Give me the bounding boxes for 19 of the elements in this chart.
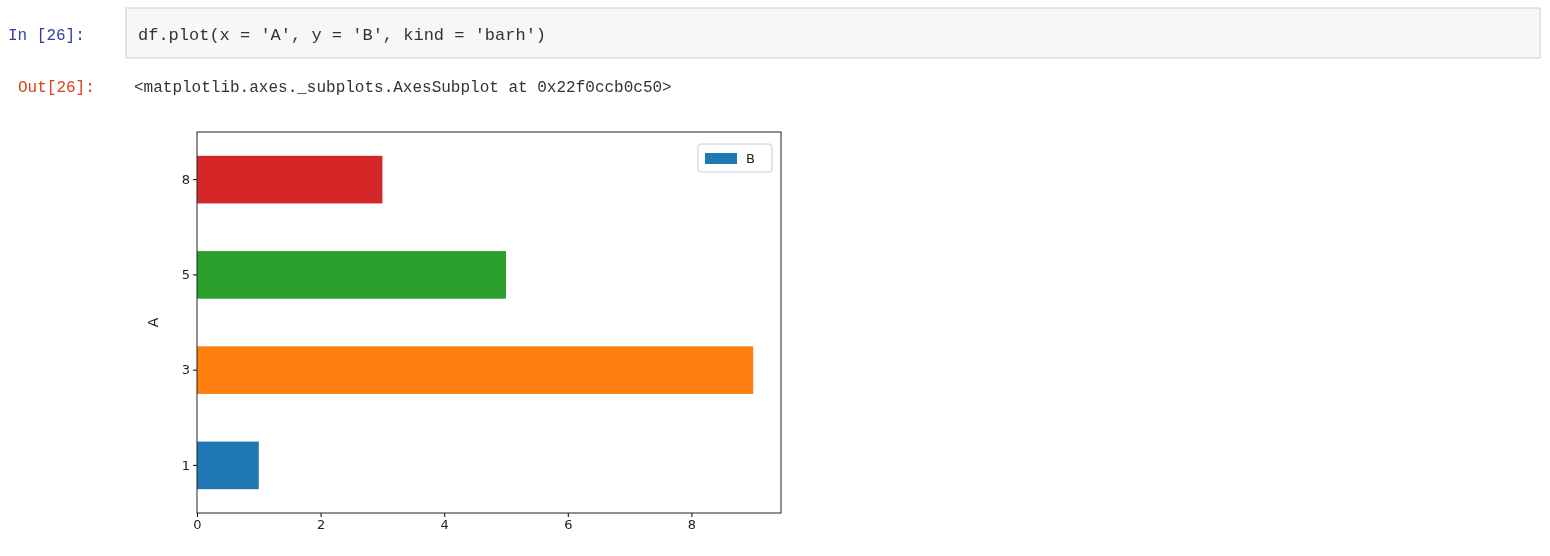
text: Out[26]:	[18, 79, 95, 97]
text: In [26]:	[8, 27, 85, 45]
x-tick-label: 2	[316, 517, 326, 533]
bar	[197, 251, 506, 299]
y-tick-label: 3	[181, 362, 190, 378]
bar	[197, 346, 754, 394]
y-tick-label: 1	[181, 457, 190, 473]
x-tick-label: 0	[193, 517, 202, 533]
legend-label: B	[746, 151, 755, 166]
bar	[197, 155, 383, 204]
y-axis-title: A	[145, 317, 161, 328]
x-tick-label: 4	[440, 517, 449, 533]
text: df.plot(x = 'A', y = 'B', kind = 'barh')	[138, 26, 547, 45]
x-tick-label: 6	[564, 517, 573, 533]
x-tick-label: 8	[687, 517, 697, 533]
text: <matplotlib.axes._subplots.AxesSubplot at 0x22f0ccb0c50>	[134, 79, 672, 97]
y-tick-label: 8	[181, 171, 190, 187]
bar	[197, 441, 259, 490]
y-tick-label: 5	[181, 267, 190, 283]
